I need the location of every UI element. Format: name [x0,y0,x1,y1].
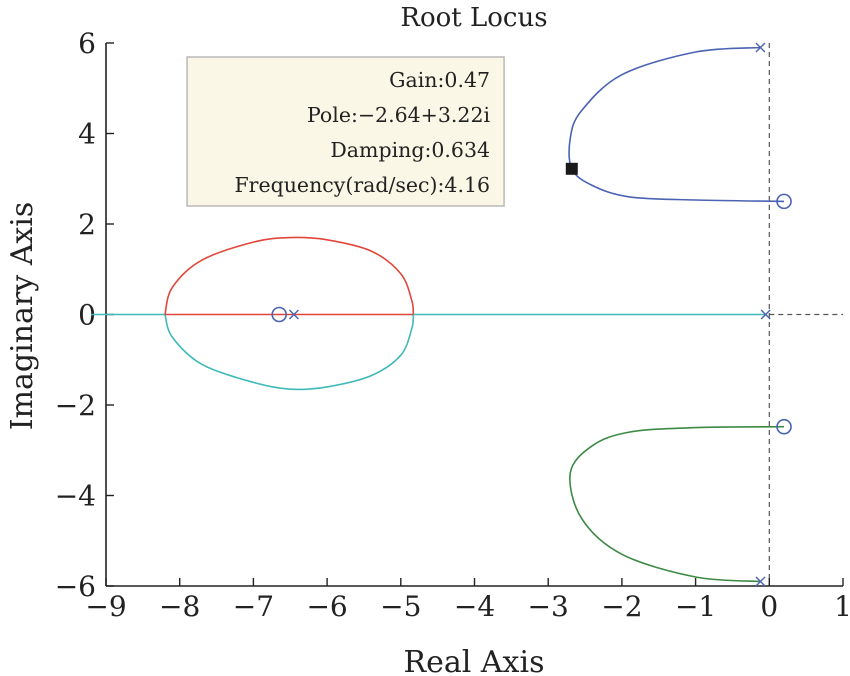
zero-marker [776,193,792,210]
locus-branch-green [569,425,785,583]
x-tick-label: −2 [601,590,642,623]
plot-area: −9 −8 −7 −6 −5 −4 −3 −2 −1 0 1 −6 −4 −2 0 2 4 6 [55,27,850,623]
x-tick-label: −4 [454,590,495,623]
x-tick-label: −3 [528,590,569,623]
datatip-damping: Damping:0.634 [330,138,490,162]
y-tick-label: −6 [55,570,96,603]
datatip-pole: Pole:−2.64+3.22i [307,103,491,127]
locus-branch-cyan [164,314,415,391]
x-tick-label: 1 [834,590,850,623]
y-tick-label: 0 [78,299,96,332]
y-tick-label: −4 [55,480,96,513]
y-axis-label: Imaginary Axis [5,202,40,431]
x-tick-label: −1 [675,590,716,623]
y-tick-label: −2 [55,389,96,422]
datatip-box[interactable]: Gain:0.47 Pole:−2.64+3.22i Damping:0.634… [186,56,505,207]
x-tick-label: 0 [760,590,778,623]
x-tick-label: −7 [233,590,274,623]
zero-marker [271,306,287,323]
chart-title: Root Locus [400,3,547,33]
pole-marker [288,309,299,320]
locus-branch-red [164,236,415,315]
locus-branch-blue [568,46,785,203]
x-tick-label: −8 [159,590,200,623]
datatip-frequency: Frequency(rad/sec):4.16 [234,173,490,197]
y-tick-label: 2 [78,208,96,241]
pole-marker [755,42,766,53]
zero-marker [776,418,792,435]
datatip-gain: Gain:0.47 [389,68,490,92]
x-tick-label: −5 [380,590,421,623]
y-tick-label: 6 [78,27,96,60]
pole-marker [760,309,771,320]
x-tick-label: −6 [306,590,347,623]
datatip-background [186,56,505,207]
x-tick-label: −9 [85,590,126,623]
pole-marker [755,576,766,587]
selected-point-marker [565,162,578,175]
y-tick-label: 4 [78,118,96,151]
x-axis-label: Real Axis [404,645,545,676]
